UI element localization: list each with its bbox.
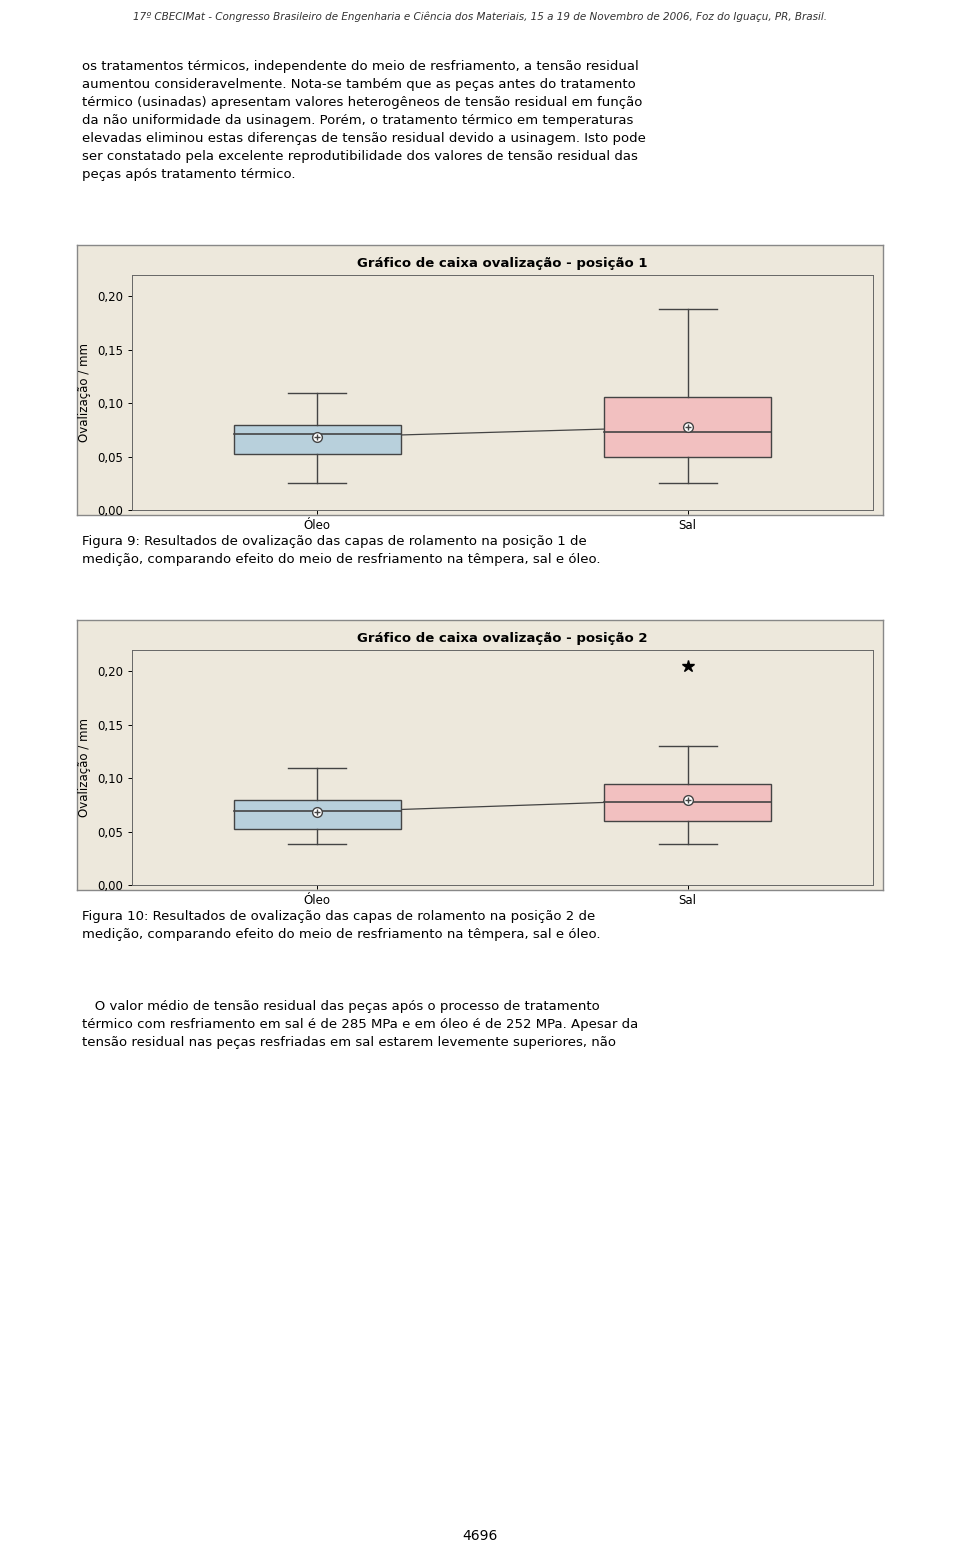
Text: Figura 10: Resultados de ovalização das capas de rolamento na posição 2 de
mediç: Figura 10: Resultados de ovalização das … (82, 910, 601, 941)
Text: O valor médio de tensão residual das peças após o processo de tratamento
térmico: O valor médio de tensão residual das peç… (82, 1000, 638, 1049)
Bar (605, 397, 771, 456)
Bar (234, 424, 400, 455)
Bar (605, 784, 771, 821)
Bar (234, 799, 400, 829)
Y-axis label: Ovalização / mm: Ovalização / mm (79, 343, 91, 442)
Text: Figura 9: Resultados de ovalização das capas de rolamento na posição 1 de
mediçã: Figura 9: Resultados de ovalização das c… (82, 534, 601, 566)
Title: Gráfico de caixa ovalização - posição 1: Gráfico de caixa ovalização - posição 1 (357, 257, 648, 270)
Text: os tratamentos térmicos, independente do meio de resfriamento, a tensão residual: os tratamentos térmicos, independente do… (82, 61, 646, 181)
Y-axis label: Ovalização / mm: Ovalização / mm (79, 718, 91, 816)
Text: 4696: 4696 (463, 1530, 497, 1544)
Text: 17º CBECIMat - Congresso Brasileiro de Engenharia e Ciência dos Materiais, 15 a : 17º CBECIMat - Congresso Brasileiro de E… (133, 12, 827, 22)
Title: Gráfico de caixa ovalização - posição 2: Gráfico de caixa ovalização - posição 2 (357, 631, 648, 645)
